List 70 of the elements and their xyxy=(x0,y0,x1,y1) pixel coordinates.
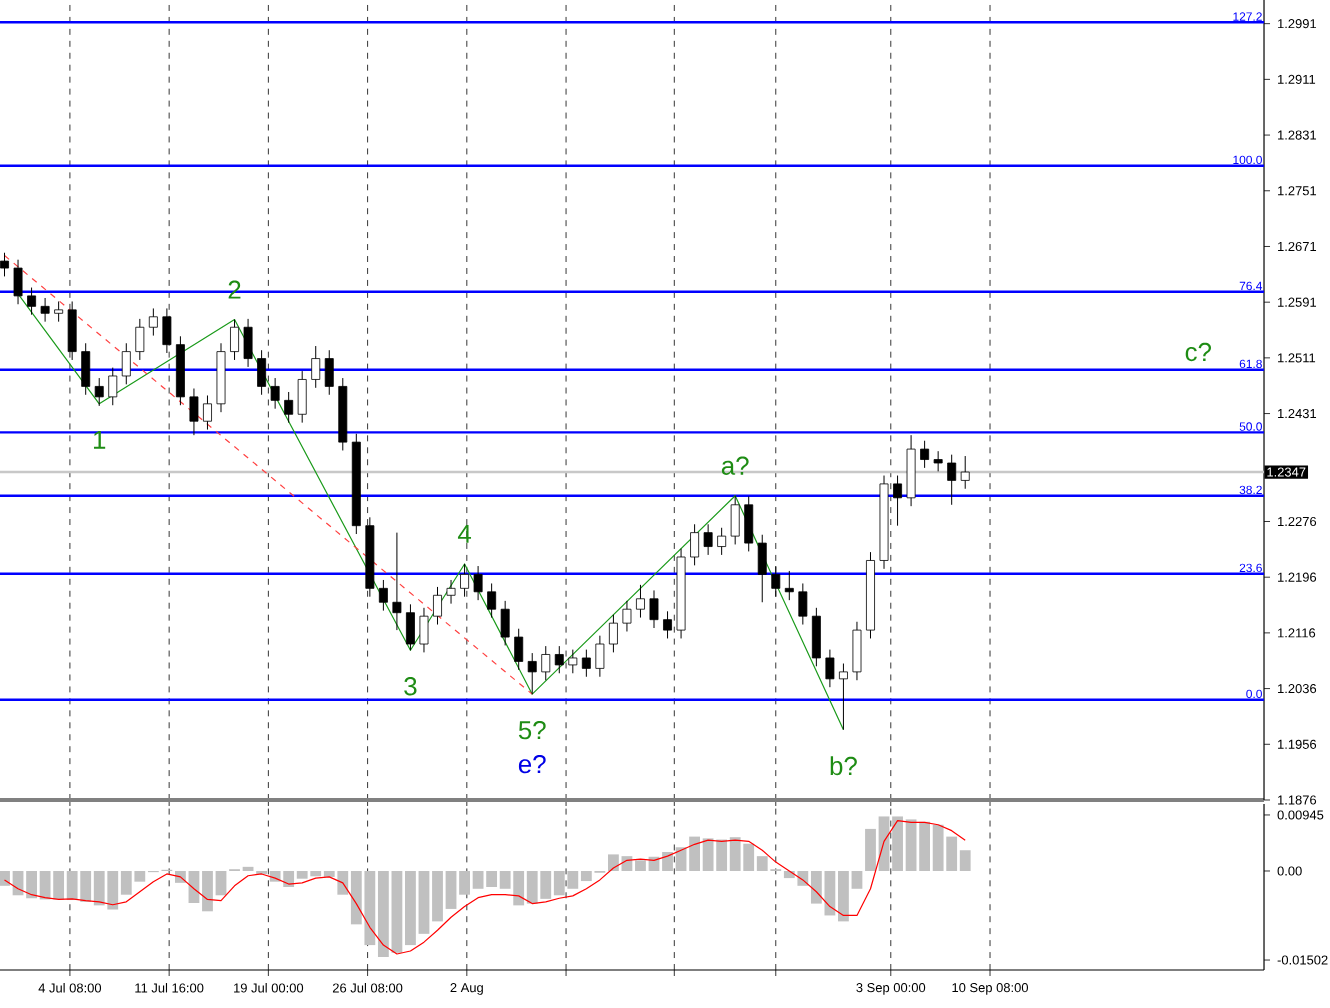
candlestick xyxy=(825,649,835,688)
candlestick xyxy=(40,297,50,323)
candlestick xyxy=(500,600,510,646)
candlestick xyxy=(920,440,930,469)
candlestick xyxy=(378,579,388,612)
annotation: 3 xyxy=(404,677,417,696)
candlestick xyxy=(663,610,672,639)
candlestick xyxy=(54,300,64,323)
candlestick xyxy=(135,318,145,361)
candlestick xyxy=(392,532,402,631)
candlestick xyxy=(568,649,578,674)
candlestick xyxy=(784,570,794,601)
candlestick xyxy=(622,600,632,632)
annotation: 4 xyxy=(457,525,472,543)
candlestick xyxy=(257,349,267,396)
annotation: b? xyxy=(830,756,857,776)
candlestick xyxy=(527,652,537,695)
annotation: e? xyxy=(518,754,546,774)
candlestick xyxy=(162,307,172,354)
candlestick xyxy=(311,345,321,389)
candlestick xyxy=(893,475,903,527)
candlestick xyxy=(284,391,294,424)
annotation: c? xyxy=(1185,342,1211,362)
candlestick xyxy=(487,582,497,619)
candlestick xyxy=(13,259,23,305)
candlestick xyxy=(108,367,118,406)
candlestick xyxy=(554,645,564,674)
candlestick xyxy=(852,621,862,681)
candlestick xyxy=(581,649,591,678)
candlestick xyxy=(297,370,307,424)
candlestick xyxy=(203,394,212,431)
candlestick xyxy=(94,377,104,407)
candlestick xyxy=(608,614,618,653)
candlestick xyxy=(514,628,524,671)
candlestick xyxy=(811,607,821,667)
annotation: 1 xyxy=(93,430,106,449)
candlestick xyxy=(419,607,429,653)
candlestick xyxy=(270,377,280,410)
candlestick xyxy=(27,287,37,316)
candlestick xyxy=(189,388,199,436)
candlestick xyxy=(81,342,91,396)
candlestick xyxy=(595,635,605,678)
candlestick xyxy=(473,565,483,601)
candlestick xyxy=(0,252,9,277)
candlestick xyxy=(757,534,767,603)
candlestick xyxy=(960,455,970,490)
candlestick xyxy=(446,579,456,605)
candlestick xyxy=(121,342,131,385)
candlestick xyxy=(798,582,808,626)
candlestick xyxy=(148,307,158,337)
candlestick xyxy=(405,603,415,651)
candlestick xyxy=(690,523,700,566)
candlestick xyxy=(744,495,754,552)
candlestick xyxy=(541,645,551,681)
candlestick xyxy=(324,349,334,396)
candlestick xyxy=(460,563,470,598)
candlestick xyxy=(838,663,848,731)
candlestick xyxy=(717,527,727,556)
candlestick xyxy=(649,589,659,629)
candlestick xyxy=(433,586,442,626)
candlestick xyxy=(230,319,239,361)
annotation: a? xyxy=(721,456,749,475)
candlestick xyxy=(730,495,740,545)
candlestick xyxy=(636,584,645,619)
candlestick xyxy=(947,454,957,506)
annotation: 5? xyxy=(518,720,546,740)
candlestick xyxy=(243,318,253,368)
candlestick xyxy=(933,450,943,472)
candlestick xyxy=(771,565,781,598)
candlestick xyxy=(703,523,713,556)
